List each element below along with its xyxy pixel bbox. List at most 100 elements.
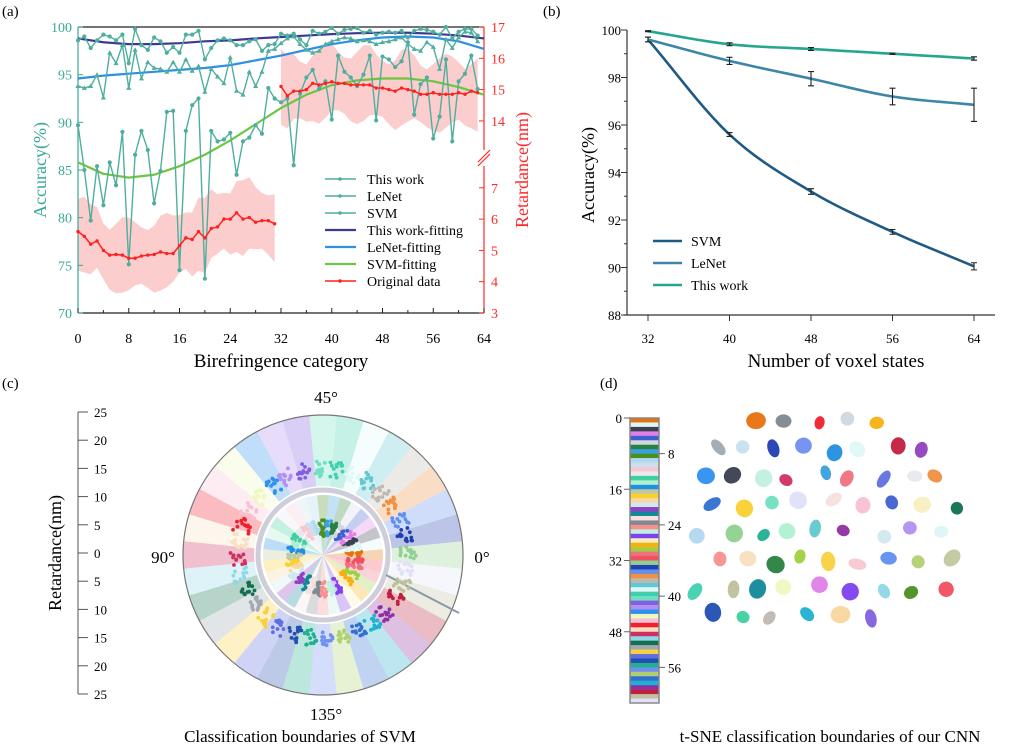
data-point	[443, 36, 449, 42]
legend-marker	[338, 194, 342, 198]
scatter-point	[375, 618, 380, 623]
scatter-point	[399, 594, 404, 599]
data-point	[469, 26, 474, 32]
scatter-point	[250, 592, 255, 597]
scatter-point	[350, 629, 355, 634]
scatter-point	[353, 629, 358, 634]
scatter-point	[232, 563, 236, 567]
scatter-point	[316, 585, 321, 590]
colorbar-tick-label: 16	[609, 482, 623, 497]
outer-boundary-sector	[355, 431, 412, 502]
scatter-point	[339, 572, 344, 577]
scatter-point	[389, 499, 394, 504]
scatter-point	[334, 464, 339, 469]
original-data-point	[222, 217, 226, 221]
tsne-cluster	[746, 412, 766, 430]
original-data-point	[374, 86, 378, 90]
outer-boundary-sector	[183, 561, 257, 596]
y-tick-label: 90	[58, 116, 72, 131]
data-point	[138, 75, 145, 81]
x-tick-label: 24	[223, 332, 237, 347]
colorbar-segment	[630, 640, 659, 646]
cluster	[344, 465, 361, 486]
data-point	[310, 50, 316, 55]
data-point	[259, 48, 265, 53]
cluster	[301, 574, 313, 592]
scatter-point	[239, 518, 244, 523]
scatter-point	[298, 562, 303, 566]
x-tick-label: 64	[968, 331, 982, 346]
scatter-point	[404, 536, 409, 541]
cluster	[328, 460, 345, 480]
y-tick-label: 88	[608, 308, 621, 323]
data-point	[278, 100, 284, 105]
original-data-point	[165, 251, 169, 256]
data-point	[335, 31, 341, 36]
cluster	[304, 576, 318, 595]
scatter-point	[235, 524, 240, 529]
tsne-cluster	[890, 437, 906, 455]
original-data-point	[108, 253, 112, 257]
data-point	[164, 69, 170, 74]
scatter-point	[305, 628, 310, 633]
scatter-point	[364, 631, 368, 636]
error-bar	[971, 262, 977, 271]
scatter-point	[334, 475, 339, 480]
cluster	[228, 551, 248, 567]
cluster	[295, 462, 312, 481]
error-bar	[808, 47, 814, 51]
colorbar-tick-label: 32	[609, 554, 622, 569]
cluster	[396, 559, 414, 578]
colorbar-tick-label: 0	[616, 411, 623, 426]
scatter-point	[310, 585, 315, 590]
scatter-point	[264, 609, 269, 613]
scatter-point	[388, 614, 392, 619]
original-data-point	[203, 236, 207, 240]
scatter-point	[323, 593, 328, 597]
scatter-point	[301, 470, 306, 474]
data-point	[297, 41, 303, 47]
tsne-cluster	[950, 501, 964, 515]
radial-tick-label: 10	[94, 490, 107, 505]
data-point	[107, 50, 113, 55]
tsne-cluster	[763, 611, 776, 625]
colorbar-segment	[630, 498, 659, 503]
cluster	[288, 561, 304, 573]
cluster	[338, 569, 355, 587]
data-point	[215, 38, 220, 43]
cluster	[239, 580, 257, 597]
scatter-point	[254, 509, 259, 514]
data-point	[335, 36, 341, 42]
scatter-point	[329, 463, 334, 468]
legend-label: Original data	[367, 275, 441, 290]
data-point	[101, 203, 106, 208]
data-point	[322, 41, 329, 47]
scatter-point	[353, 570, 357, 575]
data-point	[310, 67, 315, 72]
cluster	[386, 588, 406, 606]
scatter-point	[288, 569, 293, 573]
scatter-point	[314, 459, 319, 464]
y-tick-label: 90	[608, 261, 621, 276]
x-tick-label: 56	[426, 332, 440, 347]
scatter-point	[401, 513, 406, 518]
scatter-point	[311, 580, 316, 585]
data-point	[450, 139, 455, 144]
y-tick-label: 100	[602, 23, 622, 38]
scatter-point	[346, 552, 351, 556]
scatter-point	[270, 476, 275, 481]
scatter-point	[263, 618, 268, 623]
data-point	[418, 26, 423, 32]
data-point	[436, 66, 443, 71]
scatter-point	[327, 582, 331, 587]
scatter-point	[301, 587, 305, 592]
scatter-point	[409, 535, 414, 540]
scatter-point	[309, 641, 313, 646]
scatter-point	[242, 512, 247, 516]
outer-boundary-sector	[391, 541, 463, 569]
panel-label: (c)	[2, 376, 19, 392]
scatter-point	[386, 511, 391, 516]
original-data-point	[425, 92, 429, 96]
scatter-point	[314, 589, 319, 594]
scatter-point	[290, 561, 295, 565]
